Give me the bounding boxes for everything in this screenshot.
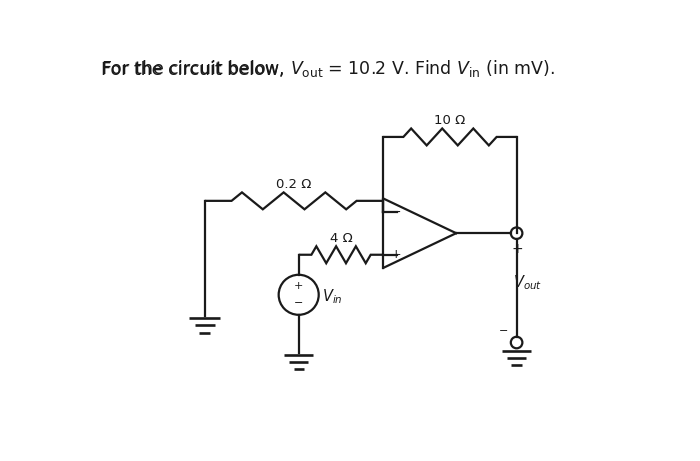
Text: −: − <box>391 206 402 219</box>
Text: +: + <box>512 242 523 255</box>
Text: For the circuit below,: For the circuit below, <box>101 61 290 79</box>
Text: $V_{in}$: $V_{in}$ <box>322 287 342 306</box>
Text: +: + <box>391 248 402 261</box>
Text: 10 Ω: 10 Ω <box>435 114 466 127</box>
Text: $V_{out}$: $V_{out}$ <box>512 273 542 292</box>
Text: For the circuit below, $\it{V}_{\rm{out}}$ = 10.2 V. Find $\it{V}_{\rm{in}}$ (in: For the circuit below, $\it{V}_{\rm{out}… <box>101 58 554 79</box>
Text: 4 Ω: 4 Ω <box>330 232 352 245</box>
Text: −: − <box>294 298 303 308</box>
Text: −: − <box>499 326 508 336</box>
Text: 0.2 Ω: 0.2 Ω <box>276 178 312 191</box>
Text: +: + <box>294 281 303 291</box>
